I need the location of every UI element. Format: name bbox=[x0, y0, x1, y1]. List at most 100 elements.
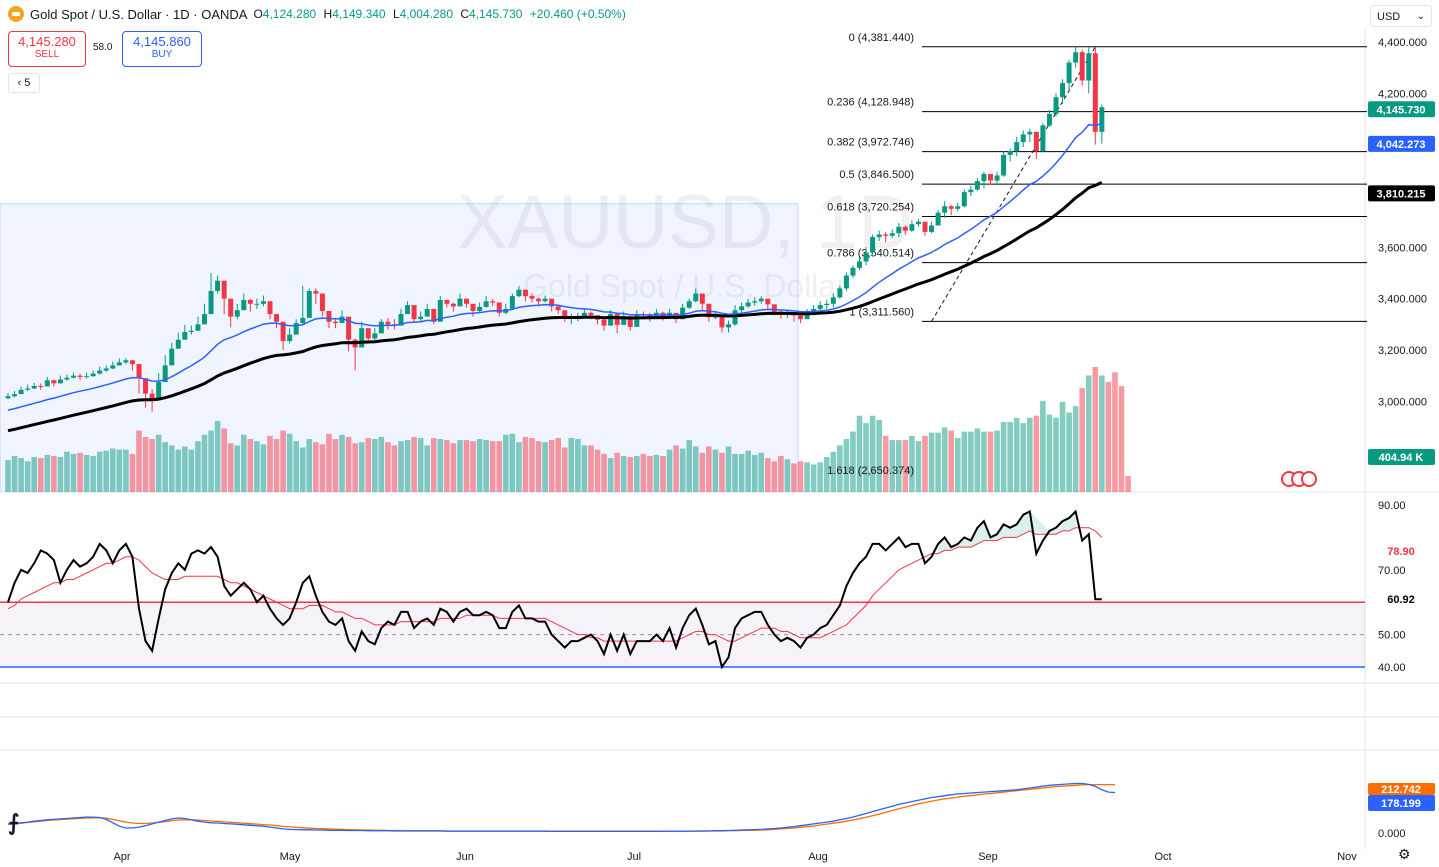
volume-bar bbox=[581, 445, 588, 492]
osc-signal-line bbox=[7, 783, 1115, 832]
fib-level-label: 0.236 (4,128.948) bbox=[827, 97, 914, 109]
candle-body bbox=[915, 221, 921, 225]
volume-bar bbox=[823, 457, 830, 492]
volume-bar bbox=[876, 419, 882, 492]
volume-bar bbox=[247, 439, 254, 492]
volume-bar bbox=[365, 437, 372, 492]
candle-body bbox=[647, 315, 653, 317]
volume-bar bbox=[18, 458, 24, 492]
candle-body bbox=[437, 299, 443, 322]
volume-bar bbox=[195, 441, 201, 492]
candle-body bbox=[31, 385, 37, 389]
watermark-name: Gold Spot / U.S. Dollar bbox=[523, 268, 847, 304]
buy-button[interactable]: 4,145.860 BUY bbox=[122, 31, 202, 67]
candle-body bbox=[739, 306, 745, 311]
volume-bar bbox=[843, 439, 850, 492]
volume-bar bbox=[1092, 367, 1099, 492]
volume-bar bbox=[588, 445, 594, 492]
volume-bar bbox=[37, 458, 44, 492]
candle-body bbox=[883, 234, 889, 236]
volume-bar bbox=[424, 445, 430, 492]
volume-bar bbox=[771, 461, 778, 492]
rsi-line bbox=[7, 509, 1102, 670]
candle-body bbox=[496, 302, 502, 313]
volume-bar bbox=[201, 434, 208, 492]
volume-bar bbox=[103, 450, 110, 492]
buy-price: 4,145.860 bbox=[133, 34, 191, 49]
candle-body bbox=[260, 301, 266, 304]
currency-label: USD bbox=[1377, 11, 1401, 23]
candle-body bbox=[798, 315, 804, 320]
candle-body bbox=[444, 299, 450, 304]
candle-body bbox=[339, 316, 345, 324]
volume-bar bbox=[679, 448, 686, 492]
volume-bar bbox=[1079, 388, 1085, 492]
volume-bar bbox=[1040, 400, 1046, 492]
volume-bar bbox=[162, 442, 168, 492]
candle-body bbox=[241, 299, 247, 311]
volume-bar bbox=[915, 441, 922, 492]
volume-bar bbox=[1027, 417, 1033, 492]
candle-body bbox=[234, 310, 240, 317]
month-label: May bbox=[280, 851, 301, 863]
rsi-tick-label: 40.00 bbox=[1378, 662, 1406, 674]
volume-bar bbox=[961, 431, 968, 492]
fib-level-label: 1.618 (2,650.374) bbox=[827, 465, 914, 477]
price-tick-label: 3,200.000 bbox=[1378, 345, 1427, 357]
candle-body bbox=[752, 301, 758, 303]
candle-body bbox=[1007, 151, 1013, 155]
candle-body bbox=[935, 212, 941, 226]
volume-label-bg bbox=[1368, 449, 1435, 465]
volume-bar bbox=[575, 439, 581, 492]
volume-bar bbox=[286, 433, 293, 492]
currency-selector[interactable]: USD ⌄ bbox=[1370, 5, 1432, 27]
candle-body bbox=[536, 298, 542, 302]
candle-body bbox=[123, 360, 129, 363]
month-label: Sep bbox=[978, 851, 998, 863]
candle-body bbox=[889, 233, 895, 236]
volume-bar bbox=[1059, 401, 1066, 492]
volume-bar bbox=[784, 459, 791, 492]
candle-body bbox=[44, 380, 50, 387]
volume-bar bbox=[155, 434, 162, 492]
price-tick-label: 3,400.000 bbox=[1378, 294, 1427, 306]
candle-body bbox=[215, 280, 221, 291]
volume-bar bbox=[339, 434, 345, 492]
indicators-toggle[interactable]: ‹ 5 bbox=[8, 73, 40, 93]
volume-bar bbox=[555, 437, 561, 492]
volume-bar bbox=[332, 439, 339, 492]
volume-bar bbox=[778, 455, 784, 492]
last-price-label: 4,145.730 bbox=[1377, 104, 1426, 116]
volume-bar bbox=[430, 437, 437, 492]
candle-body bbox=[929, 225, 935, 232]
watermark: XAUUSD, 1D Gold Spot / U.S. Dollar bbox=[457, 180, 913, 304]
fib-level-label: 0.5 (3,846.500) bbox=[839, 169, 914, 181]
symbol-title[interactable]: Gold Spot / U.S. Dollar · 1D · OANDA bbox=[30, 6, 248, 22]
volume-bar bbox=[817, 462, 823, 492]
buy-label: BUY bbox=[151, 49, 173, 60]
ema-50-label-bg bbox=[1368, 185, 1435, 202]
close-value: 4,145.730 bbox=[469, 7, 523, 21]
volume-bar bbox=[1099, 375, 1105, 492]
candle-body bbox=[450, 303, 456, 307]
candle-body bbox=[143, 378, 149, 394]
candle-body bbox=[522, 289, 528, 297]
candle-body bbox=[287, 334, 293, 342]
volume-bar bbox=[830, 451, 837, 492]
gear-icon[interactable]: ⚙ bbox=[1398, 846, 1411, 862]
volume-bar bbox=[1007, 422, 1013, 492]
volume-bar bbox=[496, 441, 503, 492]
volume-bar bbox=[1000, 422, 1007, 492]
candle-body bbox=[601, 319, 607, 326]
event-flag-icon[interactable] bbox=[1301, 471, 1317, 487]
volume-bar bbox=[142, 436, 149, 492]
volume-bar bbox=[850, 431, 856, 492]
sell-button[interactable]: 4,145.280 SELL bbox=[8, 31, 86, 67]
candle-body bbox=[837, 288, 843, 298]
candle-body bbox=[169, 348, 175, 366]
volume-bar bbox=[804, 462, 810, 492]
osc-main-label-bg bbox=[1368, 795, 1435, 811]
candle-body bbox=[712, 316, 718, 318]
low-label: L bbox=[392, 7, 400, 21]
